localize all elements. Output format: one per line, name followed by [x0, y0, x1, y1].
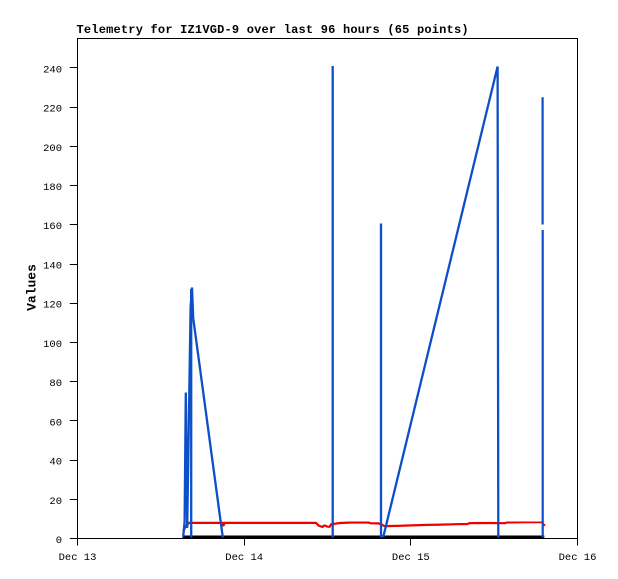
svg-text:Dec 14: Dec 14 [225, 552, 263, 564]
svg-text:220: 220 [43, 104, 62, 116]
svg-text:Dec 13: Dec 13 [59, 552, 97, 564]
svg-text:Dec 16: Dec 16 [559, 552, 597, 564]
svg-text:Values: Values [25, 264, 40, 311]
svg-text:20: 20 [49, 496, 62, 508]
svg-text:120: 120 [43, 300, 62, 312]
svg-text:80: 80 [49, 378, 62, 390]
svg-text:40: 40 [49, 457, 62, 469]
svg-text:Telemetry for IZ1VGD-9 over la: Telemetry for IZ1VGD-9 over last 96 hour… [77, 23, 469, 37]
svg-text:0: 0 [56, 535, 62, 547]
svg-text:160: 160 [43, 221, 62, 233]
svg-text:180: 180 [43, 182, 62, 194]
svg-text:140: 140 [43, 261, 62, 273]
svg-text:100: 100 [43, 339, 62, 351]
svg-text:Dec 15: Dec 15 [392, 552, 430, 564]
svg-text:200: 200 [43, 143, 62, 155]
svg-text:60: 60 [49, 417, 62, 429]
svg-text:240: 240 [43, 64, 62, 76]
